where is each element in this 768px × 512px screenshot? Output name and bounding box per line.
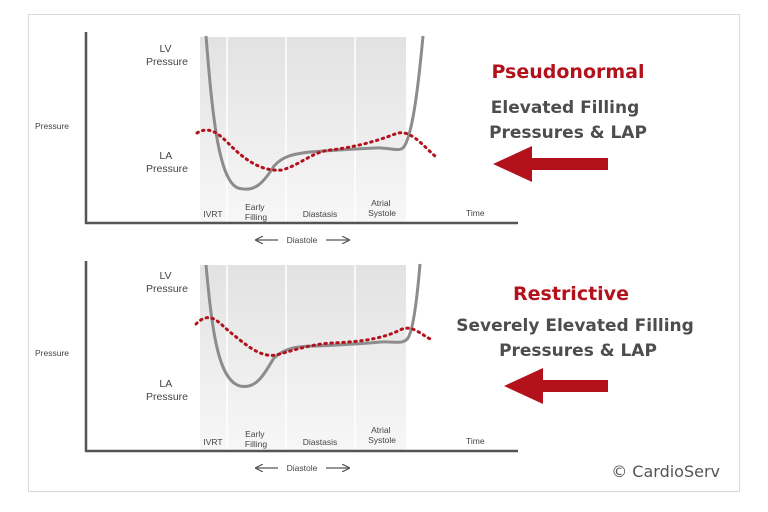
la-pressure-curve — [195, 128, 437, 172]
phase-label-diastasis: Diastasis — [303, 437, 337, 447]
diastole-label: Diastole — [287, 463, 318, 473]
lv-pressure-curve — [204, 35, 425, 191]
x-axis-label: Time — [466, 436, 485, 446]
lv-label: LV Pressure — [146, 43, 188, 68]
la-pressure-curve — [194, 316, 434, 357]
lv-label: LV Pressure — [146, 270, 188, 295]
panel-pseudonormal: Pressure Time LV Pressure LA Pressure IV… — [35, 32, 647, 245]
x-axis-label: Time — [466, 208, 485, 218]
phase-label-early-filling: Early Filling — [245, 202, 267, 222]
y-axis-label: Pressure — [35, 348, 69, 358]
y-axis-label: Pressure — [35, 121, 69, 131]
diastole-band — [200, 265, 406, 451]
phase-label-ivrt: IVRT — [203, 209, 222, 219]
panel-title: Pseudonormal — [491, 61, 644, 83]
phase-label-ivrt: IVRT — [203, 437, 222, 447]
panel-subtitle: Elevated Filling Pressures & LAP — [489, 98, 647, 143]
la-label: LA Pressure — [146, 150, 188, 175]
phase-label-diastasis: Diastasis — [303, 209, 337, 219]
panel-subtitle: Severely Elevated Filling Pressures & LA… — [456, 316, 700, 361]
diastole-label: Diastole — [287, 235, 318, 245]
panel-restrictive: Pressure Time LV Pressure LA Pressure IV… — [35, 261, 700, 473]
figure-frame — [28, 14, 740, 492]
phase-label-atrial-systole: Atrial Systole — [368, 198, 396, 218]
copyright-text: © CardioServ — [611, 462, 720, 481]
red-arrow-icon — [504, 368, 608, 404]
panel-title: Restrictive — [513, 283, 629, 305]
la-label: LA Pressure — [146, 378, 188, 403]
phase-label-early-filling: Early Filling — [245, 429, 267, 449]
phase-label-atrial-systole: Atrial Systole — [368, 425, 396, 445]
diastole-band — [200, 37, 406, 222]
red-arrow-icon — [493, 146, 608, 182]
